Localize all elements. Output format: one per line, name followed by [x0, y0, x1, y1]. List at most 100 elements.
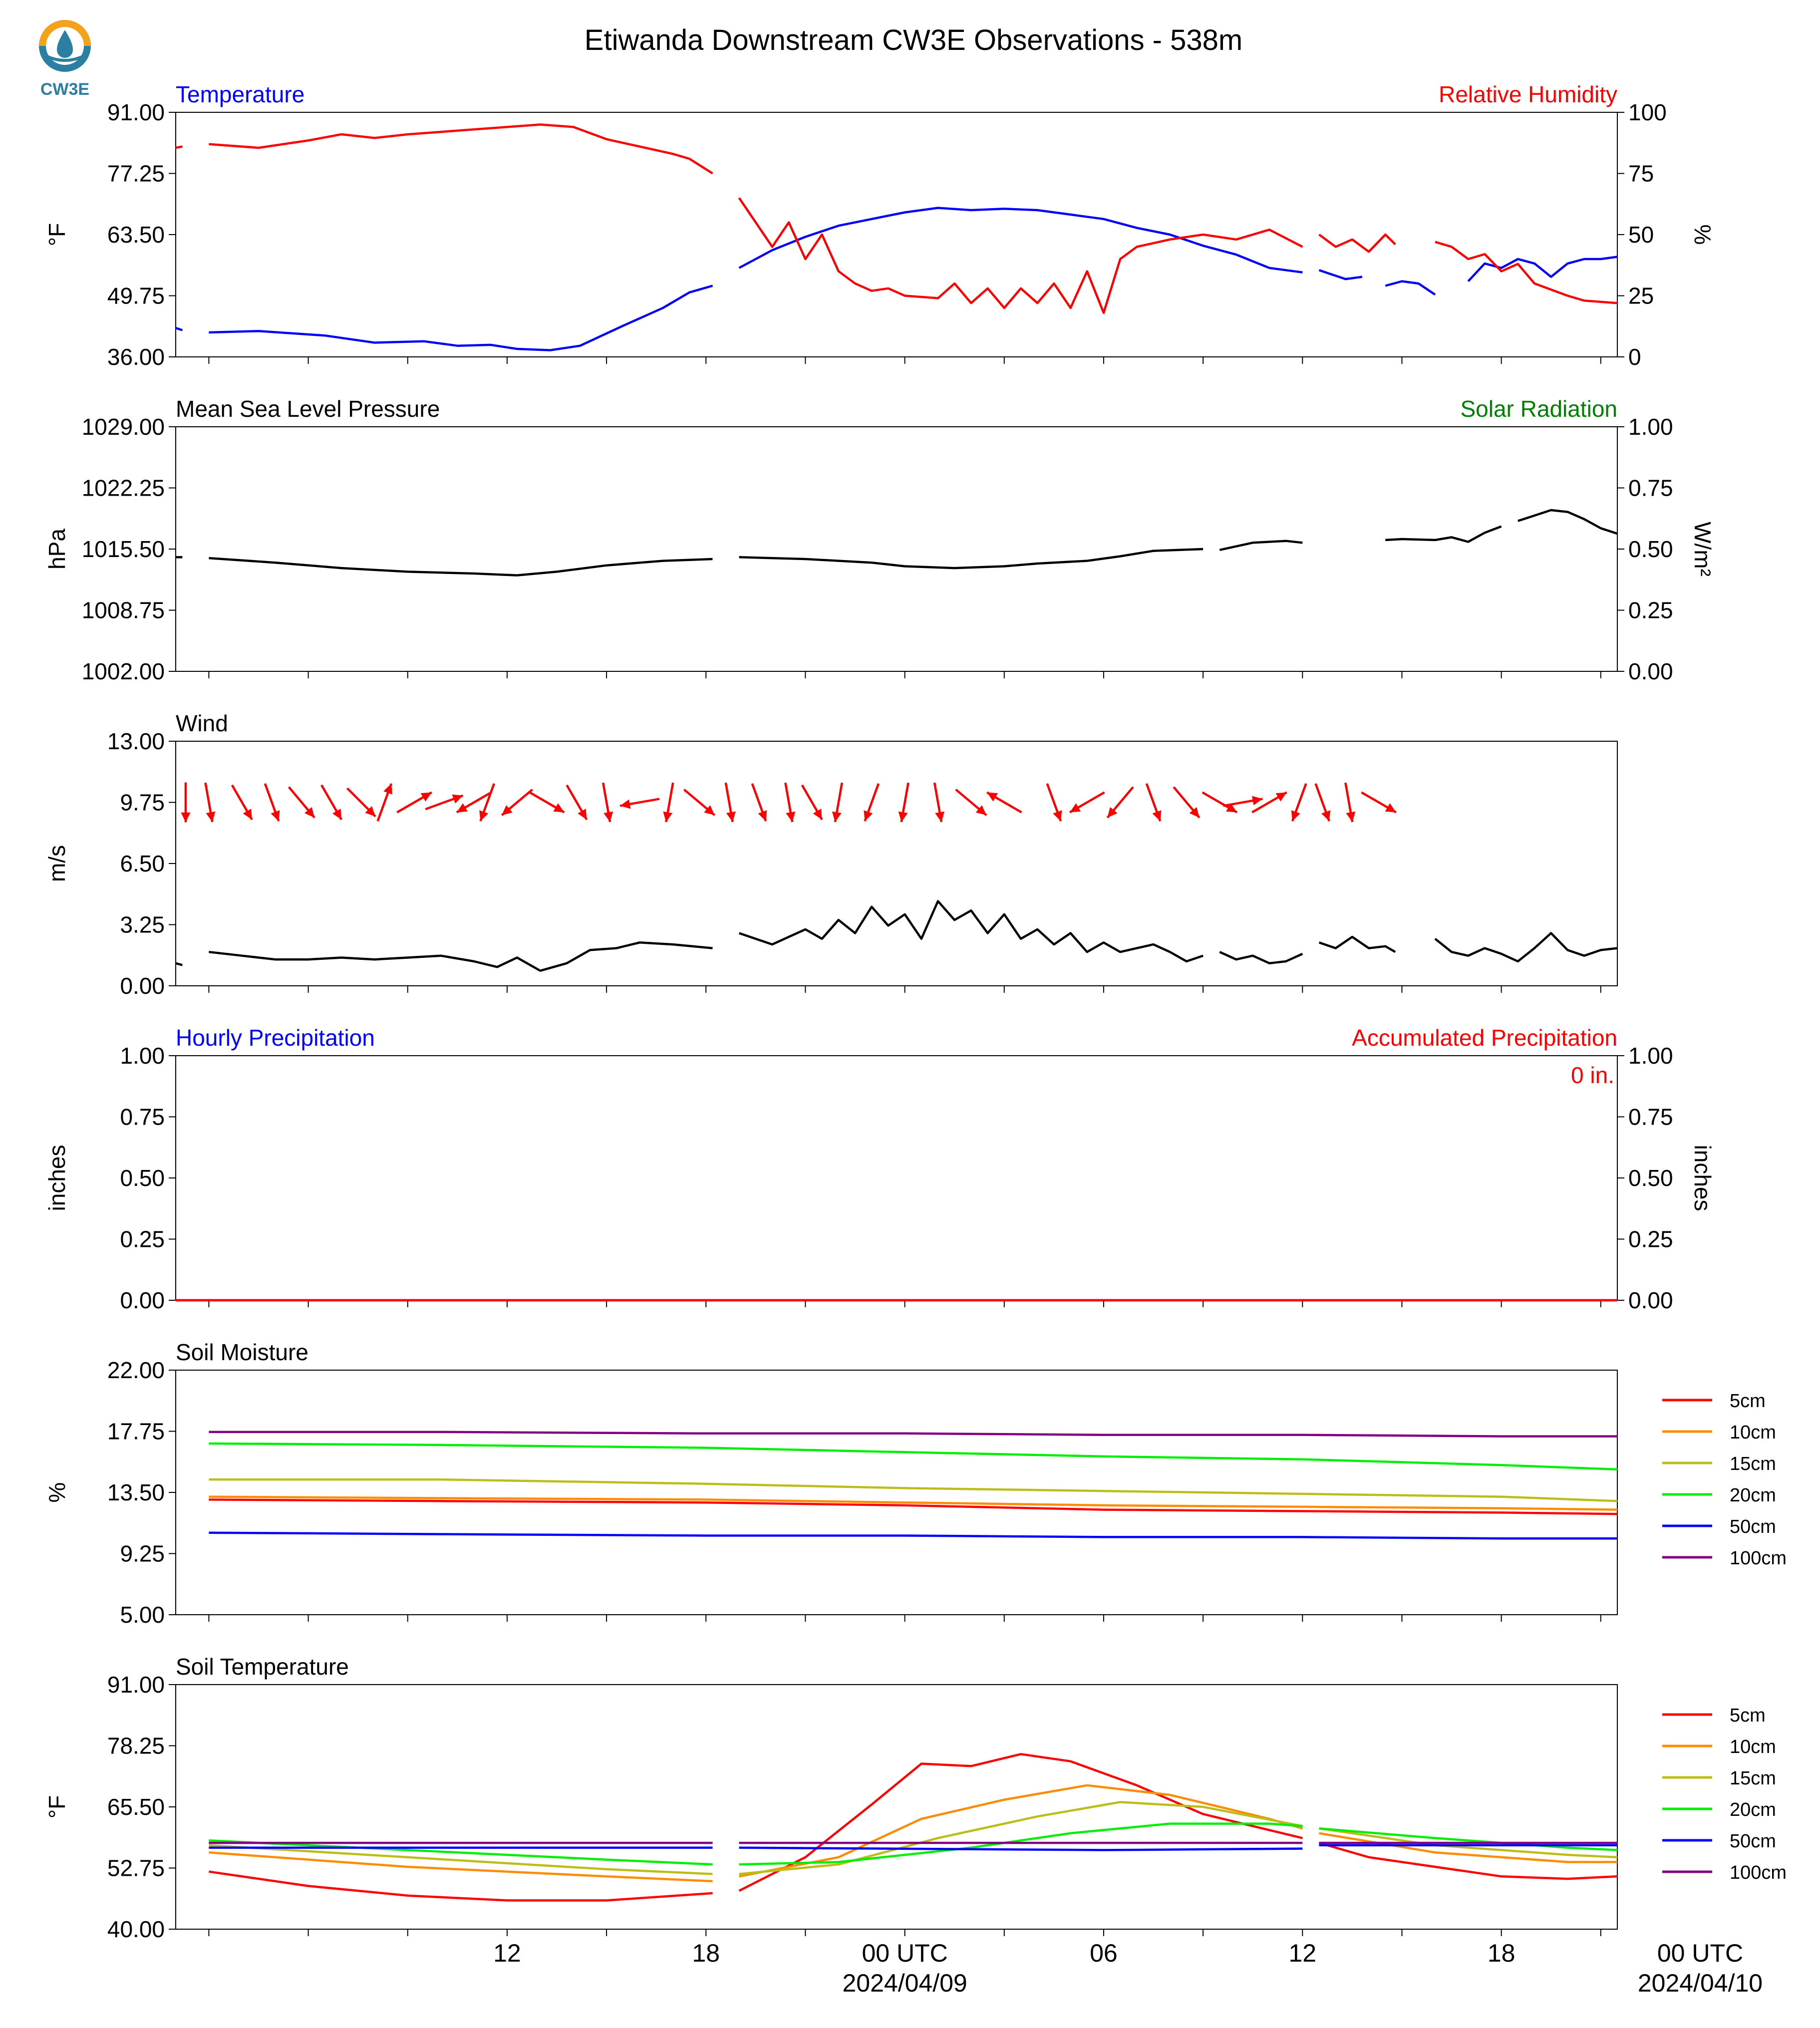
y-tick-right-label: 25	[1628, 283, 1654, 309]
y-tick-label: 91.00	[107, 1672, 165, 1698]
y-tick-label: 65.50	[107, 1794, 165, 1820]
series-line-15cm	[209, 1478, 1618, 1502]
wind-arrow-head	[1070, 803, 1081, 813]
y-tick-label: 91.00	[107, 99, 165, 125]
panel-frame	[175, 741, 1618, 986]
figure-title: Etiwanda Downstream CW3E Observations - …	[585, 24, 1242, 56]
y-tick-label: 13.00	[107, 728, 165, 754]
series-line-mean-sea-level-pressure	[1517, 509, 1618, 535]
y-tick-right-label: 0.25	[1628, 1226, 1673, 1252]
series-line-temperature	[738, 207, 1303, 274]
y-tick-label: 0.25	[120, 1226, 165, 1252]
y-tick-label: 78.25	[107, 1733, 165, 1759]
series-line-20cm	[209, 1839, 713, 1866]
legend-label: 15cm	[1730, 1768, 1776, 1789]
wind-arrow-head	[1053, 810, 1062, 822]
legend-label: 20cm	[1730, 1799, 1776, 1820]
series-line-temperature	[209, 285, 713, 351]
x-tick-label: 00 UTC	[1657, 1939, 1743, 1967]
y-tick-label: 77.25	[107, 161, 165, 187]
wind-arrow-head	[243, 809, 252, 820]
legend-label: 10cm	[1730, 1422, 1776, 1443]
legend-label: 100cm	[1730, 1862, 1787, 1883]
panel-title-left: Mean Sea Level Pressure	[176, 396, 440, 422]
y-tick-right-label: 75	[1628, 161, 1654, 187]
y-tick-right-label: 0	[1628, 344, 1641, 370]
wind-arrow-head	[332, 809, 342, 820]
panel-title-left: Soil Temperature	[176, 1654, 349, 1680]
wind-arrow-head	[1252, 796, 1263, 806]
x-tick-label: 00 UTC	[862, 1939, 947, 1967]
y-tick-right-label: 0.25	[1628, 597, 1673, 623]
series-line-50cm	[209, 1531, 1617, 1540]
wind-arrow-head	[304, 807, 314, 818]
wind-arrow-head	[1321, 810, 1331, 822]
panel-title-right: Accumulated Precipitation	[1352, 1025, 1617, 1051]
x-tick-label: 06	[1090, 1939, 1118, 1967]
logo-text: CW3E	[40, 80, 89, 99]
x-tick-label: 18	[692, 1939, 720, 1967]
y-tick-right-label: 1.00	[1628, 1043, 1673, 1069]
y-axis-label-right: W/m²	[1690, 522, 1716, 577]
series-line-relative-humidity	[738, 197, 1303, 314]
wind-arrow-head	[620, 799, 631, 809]
panel-wind: 0.00 3.25 6.50 9.75 13.00 Wind m/s	[44, 710, 1618, 999]
series-line-wind	[1318, 935, 1396, 953]
y-axis-label: inches	[44, 1145, 70, 1211]
y-tick-label: 17.75	[107, 1419, 165, 1445]
wind-arrow-head	[975, 805, 987, 816]
wind-arrow-head	[813, 809, 822, 820]
series-line-wind	[1434, 932, 1618, 963]
y-tick-label: 1029.00	[82, 414, 165, 440]
wind-arrow-head	[832, 811, 842, 822]
panel-title-left: Wind	[176, 710, 228, 736]
y-tick-label: 1008.75	[82, 597, 165, 623]
y-tick-right-label: 0.75	[1628, 1104, 1673, 1130]
y-tick-label: 9.25	[120, 1541, 165, 1567]
series-line-100cm	[209, 1431, 1617, 1438]
wind-arrow-head	[1291, 810, 1300, 822]
y-axis-label: hPa	[44, 529, 70, 570]
panel-soil_temperature: 40.00 52.75 65.50 78.25 91.00 Soil Temperatur…	[44, 1654, 1787, 1942]
wind-arrow-head	[704, 805, 715, 816]
legend-label: 20cm	[1730, 1485, 1776, 1506]
legend-label: 100cm	[1730, 1548, 1787, 1569]
precip-total-annotation: 0 in.	[1571, 1062, 1614, 1088]
wind-arrow-head	[383, 783, 393, 795]
x-date-label: 2024/04/10	[1638, 1969, 1763, 1997]
legend-label: 15cm	[1730, 1453, 1776, 1474]
panel-title-right: Solar Radiation	[1460, 396, 1617, 422]
wind-arrow-head	[663, 811, 673, 822]
wind-arrow-head	[456, 803, 468, 813]
wind-arrow-head	[365, 806, 376, 817]
y-axis-label: %	[44, 1482, 70, 1503]
series-line-wind	[738, 900, 1204, 963]
wind-arrow-head	[987, 792, 998, 802]
y-axis-label: °F	[44, 1795, 70, 1819]
panel-title-right: Relative Humidity	[1439, 81, 1617, 107]
series-line-relative-humidity	[1318, 233, 1396, 253]
wind-arrow-head	[420, 792, 432, 802]
y-tick-label: 3.25	[120, 912, 165, 938]
legend-label: 50cm	[1730, 1516, 1776, 1537]
wind-arrow-head	[502, 805, 513, 816]
panel-frame	[175, 426, 1618, 672]
series-line-5cm	[209, 1870, 713, 1902]
series-line-5cm	[209, 1498, 1618, 1515]
legend-label: 5cm	[1730, 1391, 1766, 1412]
wind-arrow-head	[1189, 807, 1200, 818]
series-line-50cm	[739, 1846, 1303, 1851]
y-axis-label-right: %	[1690, 225, 1716, 245]
panel-frame	[175, 112, 1618, 357]
series-line-relative-humidity	[175, 145, 183, 149]
wind-arrow-head	[864, 810, 873, 822]
wind-arrow-head	[578, 809, 587, 820]
panel-frame	[175, 1684, 1618, 1930]
y-tick-right-label: 0.50	[1628, 536, 1673, 562]
y-tick-label: 0.00	[120, 1287, 165, 1313]
legend-label: 50cm	[1730, 1831, 1776, 1852]
wind-arrow-head	[1346, 811, 1356, 822]
series-line-mean-sea-level-pressure	[1219, 540, 1303, 551]
series-line-15cm	[209, 1844, 713, 1875]
y-tick-label: 13.50	[107, 1479, 165, 1505]
